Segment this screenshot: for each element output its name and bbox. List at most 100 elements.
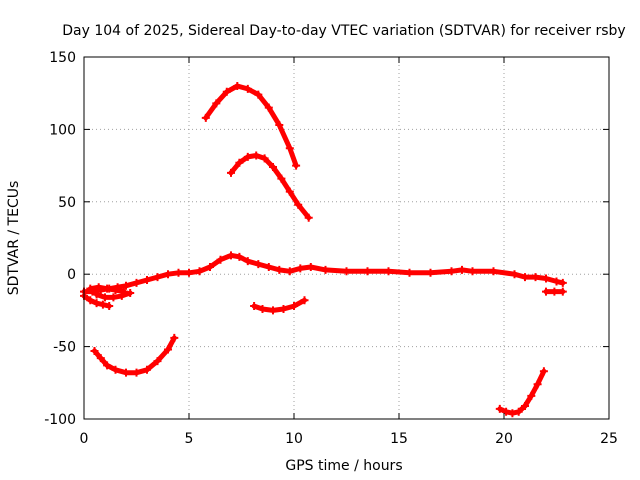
data-point [212, 99, 221, 108]
data-point [539, 367, 548, 376]
data-point [531, 273, 540, 282]
data-point [126, 289, 135, 298]
data-point [216, 255, 225, 264]
y-tick-label: 0 [67, 267, 76, 283]
data-point [363, 267, 372, 276]
data-point [279, 304, 288, 313]
data-point [243, 152, 252, 161]
data-point [98, 300, 107, 309]
data-point [92, 299, 101, 308]
data-point [227, 168, 235, 177]
data-point [111, 286, 120, 295]
data-point [250, 302, 259, 311]
data-point [495, 404, 504, 413]
data-point [447, 267, 456, 276]
data-point [294, 200, 303, 209]
data-point [143, 365, 151, 374]
data-point [90, 346, 99, 355]
plot-frame [83, 56, 610, 420]
data-point [521, 401, 529, 410]
data-point [86, 284, 95, 293]
data-point [542, 287, 550, 296]
data-point [264, 103, 273, 112]
data-point [143, 275, 151, 284]
data-point [96, 354, 105, 363]
data-point [405, 268, 414, 277]
series-layer [80, 81, 567, 418]
data-point [254, 90, 263, 99]
data-point [290, 302, 298, 311]
y-tick-label: -50 [53, 340, 76, 356]
x-tick-label: 25 [600, 431, 618, 447]
data-point [206, 262, 214, 271]
data-point [285, 187, 294, 196]
data-point [304, 213, 313, 222]
data-point [285, 267, 294, 276]
data-point [260, 154, 269, 163]
data-point [527, 391, 536, 400]
data-point [264, 262, 273, 271]
data-point [132, 278, 141, 287]
data-point [254, 260, 263, 269]
data-point [243, 84, 252, 93]
data-point [269, 306, 277, 315]
data-point [109, 293, 118, 302]
data-point [502, 407, 511, 416]
data-point [94, 283, 103, 292]
data-point [277, 174, 286, 183]
data-point [292, 161, 301, 170]
data-point [122, 368, 130, 377]
data-point [92, 290, 101, 299]
data-point [321, 265, 330, 274]
x-tick-label: 20 [495, 431, 513, 447]
data-point [86, 296, 95, 305]
data-point [521, 273, 529, 282]
data-point [235, 158, 244, 167]
data-point [275, 265, 284, 274]
data-point [300, 296, 309, 305]
data-point [426, 268, 435, 277]
data-point [101, 293, 109, 302]
data-point [195, 267, 204, 276]
data-point [103, 361, 112, 370]
data-point [111, 365, 120, 374]
data-point [174, 268, 183, 277]
series-line-arc-3 [81, 252, 566, 295]
data-point [258, 304, 267, 313]
data-point [132, 368, 141, 377]
data-point [269, 163, 277, 172]
data-point [552, 277, 561, 286]
data-point [510, 270, 519, 279]
tick-layer: 0 5 10 15 20 25 -100 -50 0 50 100 150 [44, 50, 618, 447]
data-point [201, 113, 210, 122]
data-point [550, 287, 559, 296]
data-point [227, 251, 235, 260]
data-point [222, 87, 231, 96]
y-axis-title: SDTVAR / TECUs [6, 181, 22, 296]
data-point [235, 252, 244, 261]
data-point [233, 81, 242, 90]
x-tick-label: 0 [80, 431, 89, 447]
data-point [122, 281, 130, 290]
data-point [285, 144, 294, 153]
data-point [153, 273, 162, 282]
series-line-arc-2 [228, 153, 312, 221]
data-point [164, 345, 172, 354]
data-point [508, 409, 517, 418]
data-point [164, 270, 172, 279]
grid-layer [84, 57, 609, 419]
x-axis-title: GPS time / hours [285, 458, 402, 474]
data-point [558, 287, 567, 296]
data-point [306, 262, 315, 271]
data-point [458, 265, 466, 274]
x-tick-label: 10 [285, 431, 303, 447]
data-point [384, 267, 393, 276]
x-tick-label: 5 [185, 431, 194, 447]
y-tick-label: 150 [49, 50, 76, 66]
data-point [468, 267, 477, 276]
data-point [103, 284, 112, 293]
data-point [275, 121, 284, 130]
data-point [558, 278, 567, 287]
data-point [296, 264, 305, 273]
